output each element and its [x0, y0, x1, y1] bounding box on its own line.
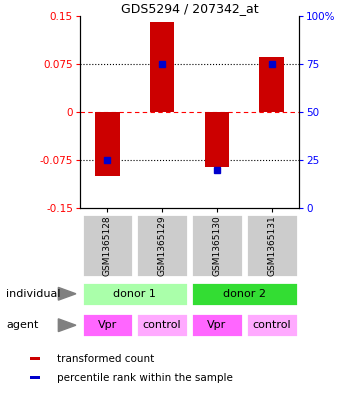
- FancyBboxPatch shape: [82, 214, 133, 277]
- Bar: [259, 57, 284, 112]
- FancyBboxPatch shape: [246, 313, 298, 337]
- Polygon shape: [58, 287, 76, 300]
- Text: Vpr: Vpr: [98, 320, 117, 330]
- FancyBboxPatch shape: [246, 214, 298, 277]
- Bar: [30, 376, 40, 379]
- FancyBboxPatch shape: [191, 282, 298, 306]
- Text: GSM1365128: GSM1365128: [103, 215, 112, 276]
- Text: Vpr: Vpr: [207, 320, 226, 330]
- Bar: [95, 112, 120, 176]
- FancyBboxPatch shape: [136, 214, 188, 277]
- FancyBboxPatch shape: [191, 313, 243, 337]
- FancyBboxPatch shape: [82, 313, 133, 337]
- Text: GSM1365131: GSM1365131: [267, 215, 276, 276]
- Bar: [205, 112, 229, 167]
- Polygon shape: [58, 319, 76, 332]
- FancyBboxPatch shape: [82, 282, 188, 306]
- Text: GSM1365130: GSM1365130: [212, 215, 221, 276]
- FancyBboxPatch shape: [136, 313, 188, 337]
- Bar: [150, 22, 174, 112]
- Text: donor 1: donor 1: [113, 289, 156, 299]
- FancyBboxPatch shape: [191, 214, 243, 277]
- Text: donor 2: donor 2: [223, 289, 266, 299]
- Text: transformed count: transformed count: [57, 354, 154, 364]
- Text: individual: individual: [6, 289, 61, 299]
- Title: GDS5294 / 207342_at: GDS5294 / 207342_at: [121, 2, 258, 15]
- Text: control: control: [253, 320, 291, 330]
- Text: control: control: [143, 320, 182, 330]
- Text: GSM1365129: GSM1365129: [158, 215, 167, 276]
- Text: agent: agent: [6, 320, 39, 330]
- Text: percentile rank within the sample: percentile rank within the sample: [57, 373, 233, 382]
- Bar: [30, 357, 40, 360]
